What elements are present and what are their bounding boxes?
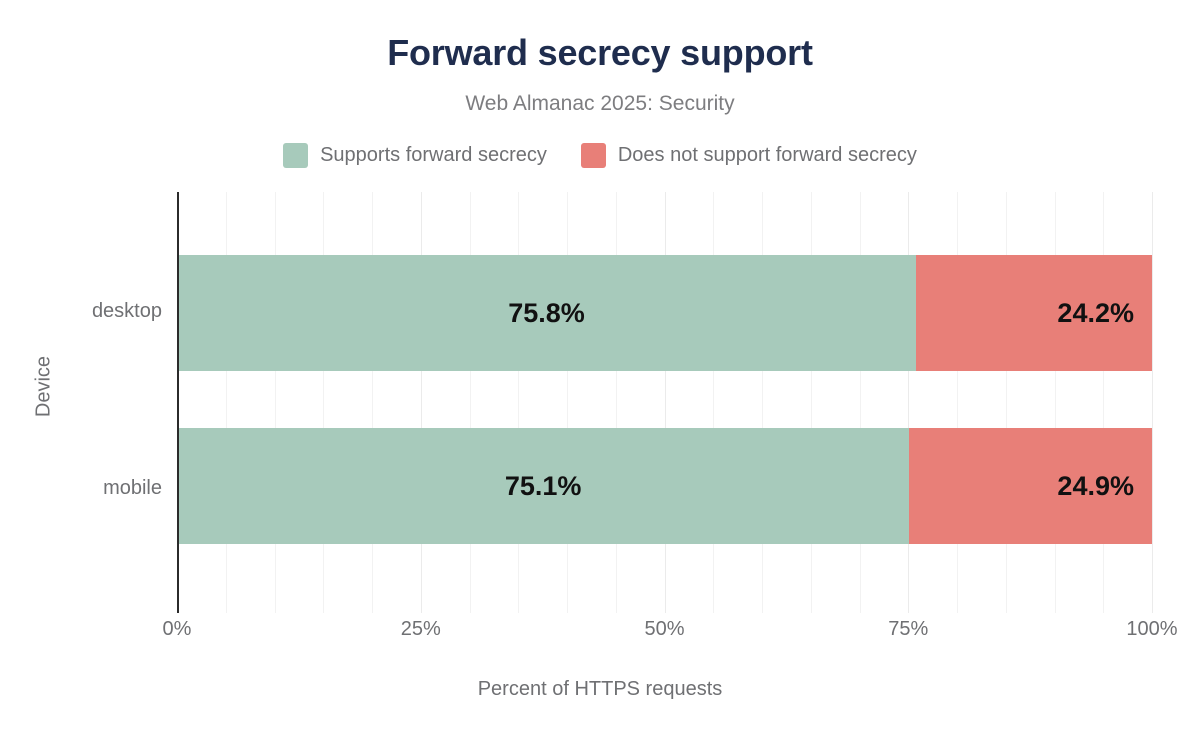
y-axis-line <box>177 192 179 613</box>
y-tick-label-desktop: desktop <box>91 300 162 322</box>
bar-value-label: 75.1% <box>504 470 582 501</box>
plot-area: 75.8% 24.2% 75.1% 24.9% <box>177 192 1153 613</box>
bar-value-label: 24.9% <box>1057 470 1134 501</box>
x-axis-title: Percent of HTTPS requests <box>477 678 723 700</box>
x-tick-label: 100% <box>1126 618 1178 640</box>
legend-item-label: Supports forward secrecy <box>320 144 547 166</box>
x-tick-label: 75% <box>888 618 929 640</box>
legend-item-label: Does not support forward secrecy <box>617 144 917 166</box>
legend-item-does-not-support[interactable]: Does not support forward secrecy <box>580 143 917 168</box>
bar-segment-supports[interactable]: 75.1% <box>177 428 910 544</box>
bar-value-label: 75.8% <box>508 297 585 328</box>
page-title: Forward secrecy support <box>387 32 813 73</box>
bar-segment-does-not-support[interactable]: 24.2% <box>916 255 1152 371</box>
legend-swatch-icon <box>580 143 606 168</box>
y-axis-title: Device <box>32 355 55 418</box>
bar-segment-does-not-support[interactable]: 24.9% <box>909 428 1152 544</box>
legend-swatch-icon <box>283 143 309 168</box>
x-tick-label: 0% <box>162 618 192 640</box>
x-tick-label: 25% <box>400 618 441 640</box>
y-tick-label-mobile: mobile <box>103 477 162 499</box>
x-axis: 0% 25% 50% 75% 100% <box>163 618 1178 648</box>
gridline <box>1152 192 1153 613</box>
bar-segment-supports[interactable]: 75.8% <box>177 255 917 371</box>
x-tick-label: 50% <box>644 618 685 640</box>
chart-subtitle: Web Almanac 2025: Security <box>465 92 735 115</box>
table-row: 75.8% 24.2% <box>177 255 1152 371</box>
bar-value-label: 24.2% <box>1057 297 1134 328</box>
table-row: 75.1% 24.9% <box>177 428 1152 544</box>
legend-item-supports[interactable]: Supports forward secrecy <box>283 143 547 168</box>
chart-legend: Supports forward secrecy Does not suppor… <box>0 143 1200 168</box>
